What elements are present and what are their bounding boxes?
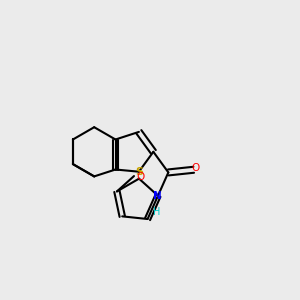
Text: O: O [191,163,199,173]
Text: S: S [135,167,143,177]
Text: N: N [154,191,162,201]
Text: O: O [136,172,145,182]
Text: H: H [153,207,160,217]
Text: N: N [153,191,160,201]
